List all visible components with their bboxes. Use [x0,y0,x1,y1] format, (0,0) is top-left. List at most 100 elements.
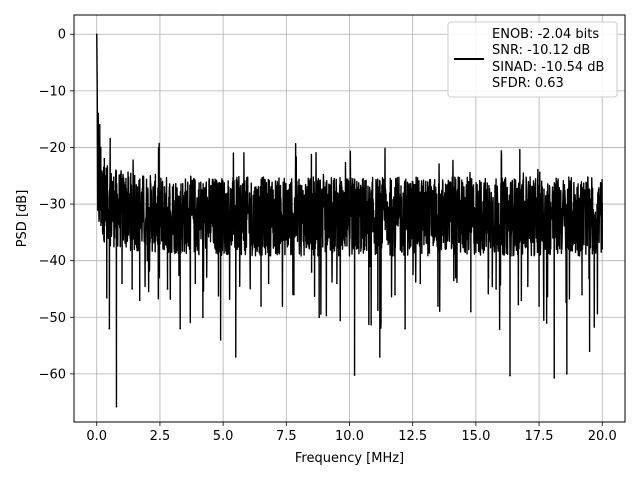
psd-data-point [219,339,222,341]
y-tick-label: −60 [39,367,66,382]
psd-data-point [545,322,548,324]
psd-data-point [194,282,197,285]
psd-data-point [186,191,189,194]
psd-data-point [260,305,262,307]
x-tick-label: 7.5 [276,429,297,444]
psd-data-point [146,259,149,262]
psd-data-point [588,350,591,353]
x-tick-label: 10.0 [335,429,364,444]
psd-data-point [131,288,133,290]
psd-data-point [252,242,255,245]
psd-data-point [429,203,432,205]
psd-data-point [379,356,381,358]
psd-data-point [470,310,472,313]
psd-data-point [487,276,490,279]
psd-data-point [310,271,313,273]
psd-data-point [328,225,331,228]
psd-data-point [505,237,508,239]
psd-data-point [234,356,237,358]
psd-data-point [303,220,305,222]
psd-data-point [394,293,396,296]
psd-data-point [97,112,100,115]
psd-data-point [353,374,356,376]
psd-data-point [138,299,141,302]
psd-series-line [96,34,603,408]
psd-data-point [95,33,98,36]
psd-data-point [242,208,245,211]
psd-data-point [509,374,511,377]
psd-data-point [277,186,280,188]
psd-data-point [558,237,561,239]
psd-data-point [318,316,320,319]
x-tick-label: 0.0 [86,429,107,444]
psd-data-point [212,197,214,200]
psd-data-point [573,214,576,217]
psd-data-point [166,288,169,290]
psd-data-point [159,242,161,245]
psd-data-point [419,282,422,285]
psd-data-point [293,293,295,296]
psd-data-point [99,146,102,149]
psd-data-point [102,203,104,205]
psd-data-point [444,237,447,239]
psd-data-point [108,327,111,330]
psd-data-point [411,203,414,205]
x-tick-label: 2.5 [150,429,171,444]
legend-text-snr: SNR: -10.12 dB [492,43,590,58]
x-axis-label: Frequency [MHz] [295,451,404,466]
legend: ENOB: -2.04 bits SNR: -10.12 dB SINAD: -… [447,21,618,98]
psd-data-point [404,327,406,330]
psd-data-point [285,214,288,217]
y-tick-label: 0 [58,28,66,43]
y-tick-label: −50 [39,311,66,326]
psd-data-point [96,90,99,92]
legend-text-enob: ENOB: -2.04 bits [492,27,599,42]
psd-data-point [101,174,103,177]
psd-data-point [530,231,533,234]
psd-data-point [336,282,338,285]
x-tick-label: 12.5 [398,429,427,444]
psd-data-point [343,191,346,194]
legend-text-sinad: SINAD: -10.54 dB [492,60,604,75]
psd-data-point [98,124,101,126]
legend-box [447,21,618,98]
y-tick-label: −10 [39,84,66,99]
psd-data-point [538,305,540,307]
psd-data-point [133,174,136,177]
y-axis-label: PSD [dB] [15,190,30,248]
psd-data-point [227,203,229,205]
psd-data-point [566,373,568,375]
x-tick-label: 5.0 [213,429,234,444]
psd-data-point [106,203,108,205]
psd-data-point [520,299,523,302]
x-tick-label: 15.0 [461,429,490,444]
y-tick-label: −20 [39,141,66,156]
psd-data-point [118,203,121,205]
psd-data-point [437,305,439,307]
psd-data-point [96,135,99,137]
legend-text-sfdr: SFDR: 0.63 [492,76,564,91]
psd-data-point [368,265,371,268]
psd-data-point [480,225,482,228]
axis-ticks: 0.0 2.5 5.0 7.5 10.0 12.5 15.0 17.5 20.0 0 −10 −20 −… [39,28,617,444]
y-tick-label: −40 [39,254,66,269]
psd-data-point [495,288,497,290]
psd-data-point [454,276,457,279]
psd-data-point [154,180,156,183]
psd-data-point [581,293,583,296]
psd-data-point [361,237,363,239]
psd-data-point [115,405,118,408]
psd-data-point [462,214,465,217]
psd-data-point [386,214,389,217]
psd-data-point [553,377,556,379]
psd-data-point [202,316,204,319]
psd-data-point [121,282,123,285]
psd-data-point [171,186,174,188]
psd-data-point [111,180,113,183]
psd-data-point [126,191,128,194]
psd-data-point [103,157,106,160]
psd-data-point [596,231,598,234]
y-tick-label: −30 [39,198,66,213]
psd-data-point [267,282,270,285]
